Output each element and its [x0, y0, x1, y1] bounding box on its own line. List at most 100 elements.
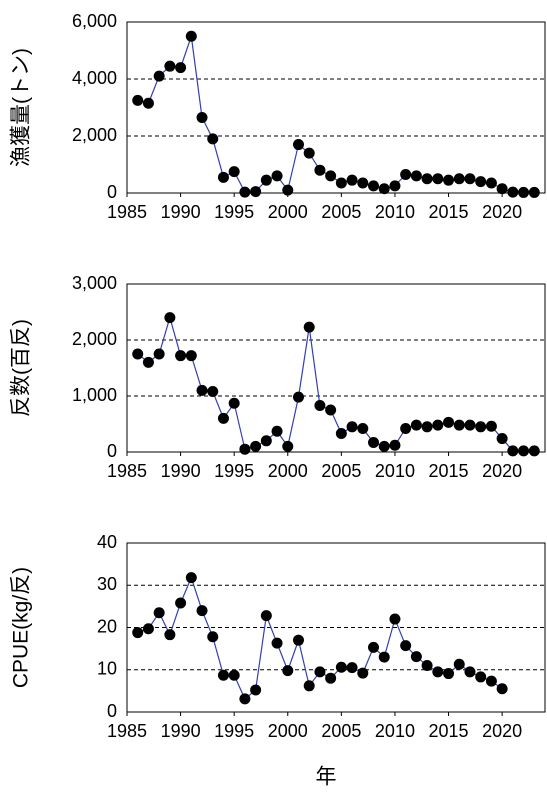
y-axis-label: CPUE(kg/反) — [10, 567, 33, 688]
x-tick-label: 1990 — [161, 202, 201, 222]
x-tick-label: 1990 — [161, 461, 201, 481]
data-point — [368, 436, 380, 448]
x-tick-label: 2005 — [321, 721, 361, 741]
data-point — [475, 671, 487, 683]
x-tick-label: 2020 — [482, 202, 522, 222]
data-point — [175, 350, 187, 362]
data-point — [410, 651, 422, 663]
data-point — [453, 173, 465, 185]
data-point — [239, 443, 251, 455]
data-point — [432, 419, 444, 431]
data-point — [175, 62, 187, 74]
data-point — [250, 186, 262, 198]
data-point — [292, 391, 304, 403]
x-tick-label: 2005 — [321, 461, 361, 481]
data-point — [432, 173, 444, 185]
data-point — [207, 133, 219, 145]
x-tick-label: 2000 — [268, 721, 308, 741]
data-point — [496, 433, 508, 445]
data-point — [421, 173, 433, 185]
x-tick-label: 2000 — [268, 461, 308, 481]
data-point — [314, 164, 326, 176]
data-point — [228, 397, 240, 409]
data-point — [153, 607, 165, 619]
data-point — [292, 634, 304, 646]
data-point — [443, 416, 455, 428]
data-point — [410, 419, 422, 431]
data-point — [346, 662, 358, 674]
data-point — [164, 312, 176, 324]
data-point — [314, 666, 326, 678]
data-point — [357, 667, 369, 679]
y-tick-label: 0 — [107, 182, 117, 202]
data-point — [453, 419, 465, 431]
data-point — [260, 435, 272, 447]
y-tick-label: 6,000 — [72, 11, 117, 31]
y-tick-label: 3,000 — [72, 273, 117, 293]
data-point — [335, 661, 347, 673]
data-point — [185, 350, 197, 362]
data-point — [357, 422, 369, 434]
data-point — [271, 170, 283, 182]
data-point — [271, 425, 283, 437]
data-point — [239, 693, 251, 705]
data-point — [400, 168, 412, 180]
data-point — [389, 613, 401, 625]
y-tick-label: 1,000 — [72, 385, 117, 405]
data-point — [153, 70, 165, 82]
data-line — [137, 36, 535, 194]
data-point — [303, 321, 315, 333]
data-point — [282, 440, 294, 452]
x-tick-label: 1985 — [107, 721, 147, 741]
data-point — [196, 384, 208, 396]
x-tick-label: 2020 — [482, 721, 522, 741]
data-point — [164, 60, 176, 72]
x-tick-label: 2015 — [429, 461, 469, 481]
data-point — [507, 445, 519, 457]
y-tick-label: 2,000 — [72, 329, 117, 349]
data-point — [485, 177, 497, 189]
y-tick-label: 2,000 — [72, 125, 117, 145]
data-point — [260, 610, 272, 622]
data-point — [282, 184, 294, 196]
data-point — [378, 183, 390, 195]
x-tick-label: 1995 — [214, 721, 254, 741]
y-tick-label: 20 — [97, 616, 117, 636]
data-point — [368, 641, 380, 653]
data-point — [325, 672, 337, 684]
data-point — [496, 183, 508, 195]
data-point — [485, 420, 497, 432]
data-point — [389, 439, 401, 451]
data-point — [485, 675, 497, 687]
data-point — [175, 597, 187, 609]
data-point — [132, 348, 144, 360]
x-tick-label: 2010 — [375, 461, 415, 481]
x-tick-label: 2015 — [429, 721, 469, 741]
data-point — [357, 177, 369, 189]
data-point — [518, 186, 530, 198]
x-tick-label: 1995 — [214, 202, 254, 222]
data-point — [400, 640, 412, 652]
data-point — [475, 421, 487, 433]
data-point — [303, 680, 315, 692]
data-point — [185, 30, 197, 42]
x-tick-label: 2020 — [482, 461, 522, 481]
data-point — [421, 421, 433, 433]
y-tick-label: 0 — [107, 701, 117, 721]
plot-frame — [126, 542, 546, 713]
data-point — [453, 658, 465, 670]
data-point — [228, 166, 240, 178]
data-point — [207, 386, 219, 398]
y-axis-label: 反数(百反) — [10, 319, 33, 417]
data-point — [196, 605, 208, 617]
data-point — [217, 412, 229, 424]
data-point — [325, 404, 337, 416]
data-point — [239, 186, 251, 198]
data-point — [185, 572, 197, 584]
data-point — [132, 94, 144, 106]
data-point — [335, 428, 347, 440]
x-tick-label: 1985 — [107, 202, 147, 222]
y-tick-label: 30 — [97, 574, 117, 594]
data-point — [475, 176, 487, 188]
